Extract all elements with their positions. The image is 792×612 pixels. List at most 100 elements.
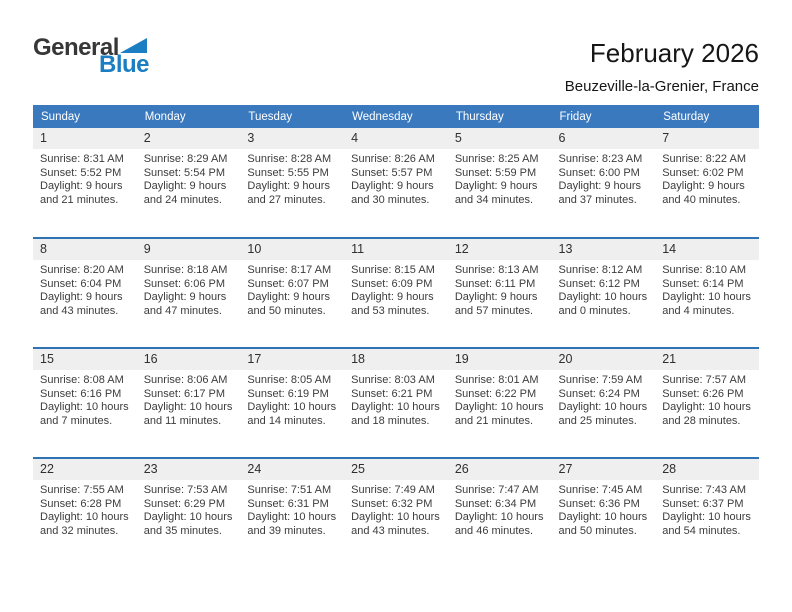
sunset-text: Sunset: 6:02 PM [662,166,744,179]
sunset-text: Sunset: 6:37 PM [662,497,744,510]
sunrise-text: Sunrise: 7:49 AM [351,484,435,496]
daylight-text: Daylight: 10 hours and 35 minutes. [143,511,233,537]
daylight-text: Daylight: 10 hours and 18 minutes. [351,401,440,427]
daylight-text: Daylight: 9 hours and 21 minutes. [40,180,123,206]
day-details: Sunrise: 8:06 AM Sunset: 6:17 PM Daylight:… [137,370,241,428]
daylight-text: Daylight: 9 hours and 27 minutes. [247,180,330,206]
day-cell: 27 Sunrise: 7:45 AM Sunset: 6:36 PM Dayligh… [551,457,656,568]
day-details: Sunrise: 8:26 AM Sunset: 5:57 PM Daylight:… [344,149,448,207]
day-cell: 17 Sunrise: 8:05 AM Sunset: 6:19 PM Dayligh… [240,347,345,458]
day-details: Sunrise: 8:23 AM Sunset: 6:00 PM Daylight:… [552,149,656,207]
sunset-text: Sunset: 6:12 PM [558,277,640,290]
day-cell: 11 Sunrise: 8:15 AM Sunset: 6:09 PM Dayligh… [344,237,448,348]
daylight-text: Daylight: 10 hours and 54 minutes. [662,511,751,537]
day-cell: 19 Sunrise: 8:01 AM Sunset: 6:22 PM Dayligh… [447,347,552,458]
day-details: Sunrise: 8:25 AM Sunset: 5:59 PM Daylight:… [448,149,552,207]
weekday-header-5: Friday [551,105,656,128]
day-number: 27 [551,459,656,480]
day-cell: 24 Sunrise: 7:51 AM Sunset: 6:31 PM Dayligh… [240,457,345,568]
day-cell: 1 Sunrise: 8:31 AM Sunset: 5:52 PM Daylight… [33,128,137,238]
sunrise-text: Sunrise: 8:31 AM [40,153,124,165]
day-cell: 14 Sunrise: 8:10 AM Sunset: 6:14 PM Dayligh… [655,237,759,348]
day-number: 12 [447,239,552,260]
sunset-text: Sunset: 6:34 PM [454,497,537,510]
day-details: Sunrise: 8:15 AM Sunset: 6:09 PM Daylight:… [344,260,448,318]
weekday-header-1: Monday [136,105,241,128]
day-cell: 4 Sunrise: 8:26 AM Sunset: 5:57 PM Daylight… [344,128,448,238]
weekday-header-6: Saturday [655,105,759,128]
weekday-header-2: Tuesday [240,105,345,128]
day-number: 23 [136,459,241,480]
day-number: 20 [551,349,656,370]
day-details: Sunrise: 8:22 AM Sunset: 6:02 PM Daylight:… [655,149,759,207]
sunset-text: Sunset: 6:26 PM [662,387,744,400]
daylight-text: Daylight: 10 hours and 39 minutes. [247,511,337,537]
day-number: 10 [240,239,345,260]
daylight-text: Daylight: 9 hours and 47 minutes. [143,291,227,317]
day-number: 24 [240,459,345,480]
day-details: Sunrise: 7:43 AM Sunset: 6:37 PM Daylight:… [655,480,759,538]
daylight-text: Daylight: 9 hours and 34 minutes. [454,180,538,206]
sunrise-text: Sunrise: 8:28 AM [247,153,332,165]
day-cell: 21 Sunrise: 7:57 AM Sunset: 6:26 PM Dayligh… [655,347,759,458]
daylight-text: Daylight: 9 hours and 57 minutes. [454,291,538,317]
daylight-text: Daylight: 10 hours and 32 minutes. [40,511,129,537]
sunset-text: Sunset: 6:00 PM [558,166,640,179]
day-details: Sunrise: 8:12 AM Sunset: 6:12 PM Daylight:… [552,260,656,318]
daylight-text: Daylight: 10 hours and 50 minutes. [558,511,648,537]
sunrise-text: Sunrise: 8:08 AM [40,374,124,386]
sunrise-text: Sunrise: 8:15 AM [351,264,435,276]
calendar-table: Sunday Monday Tuesday Wednesday Thursday Frid… [33,105,759,568]
day-number: 25 [344,459,448,480]
day-details: Sunrise: 8:17 AM Sunset: 6:07 PM Daylight:… [240,260,344,318]
sunrise-text: Sunrise: 8:13 AM [454,264,539,276]
sunrise-text: Sunrise: 7:47 AM [454,484,539,496]
calendar-page: General Blue February 2026 Beuzeville-la… [33,36,759,568]
day-cell: 16 Sunrise: 8:06 AM Sunset: 6:17 PM Dayligh… [136,347,241,458]
sunset-text: Sunset: 6:09 PM [351,277,433,290]
general-blue-logo: General Blue [33,36,163,77]
week-row-2: 15 Sunrise: 8:08 AM Sunset: 6:16 PM Dayligh… [33,347,759,458]
day-details: Sunrise: 8:05 AM Sunset: 6:19 PM Daylight:… [240,370,344,428]
weekday-header-4: Thursday [447,105,552,128]
logo-text-general: General [33,34,119,61]
daylight-text: Daylight: 10 hours and 7 minutes. [40,401,129,427]
title-block: February 2026 Beuzeville-la-Grenier, Fra… [565,36,759,95]
sunset-text: Sunset: 6:28 PM [40,497,122,510]
sunset-text: Sunset: 6:31 PM [247,497,329,510]
sunrise-text: Sunrise: 7:57 AM [662,374,746,386]
daylight-text: Daylight: 10 hours and 21 minutes. [454,401,544,427]
day-number: 17 [240,349,345,370]
day-details: Sunrise: 7:53 AM Sunset: 6:29 PM Daylight:… [137,480,241,538]
day-details: Sunrise: 8:13 AM Sunset: 6:11 PM Daylight:… [448,260,552,318]
day-details: Sunrise: 7:59 AM Sunset: 6:24 PM Daylight:… [552,370,656,428]
sunset-text: Sunset: 6:17 PM [143,387,226,400]
daylight-text: Daylight: 9 hours and 30 minutes. [351,180,434,206]
day-details: Sunrise: 7:55 AM Sunset: 6:28 PM Daylight:… [33,480,137,538]
day-cell: 3 Sunrise: 8:28 AM Sunset: 5:55 PM Daylight… [240,128,345,238]
day-details: Sunrise: 8:03 AM Sunset: 6:21 PM Daylight:… [344,370,448,428]
daylight-text: Daylight: 9 hours and 50 minutes. [247,291,330,317]
daylight-text: Daylight: 9 hours and 53 minutes. [351,291,434,317]
day-cell: 28 Sunrise: 7:43 AM Sunset: 6:37 PM Dayligh… [655,457,759,568]
location-subtitle: Beuzeville-la-Grenier, France [564,78,759,95]
sunrise-text: Sunrise: 7:59 AM [558,374,643,386]
day-cell: 5 Sunrise: 8:25 AM Sunset: 5:59 PM Daylight… [447,128,552,238]
week-row-1: 8 Sunrise: 8:20 AM Sunset: 6:04 PM Daylight… [33,237,759,348]
sunset-text: Sunset: 6:07 PM [247,277,329,290]
sunset-text: Sunset: 6:16 PM [40,387,122,400]
sunset-text: Sunset: 6:32 PM [351,497,433,510]
sunset-text: Sunset: 6:36 PM [558,497,640,510]
day-number: 28 [655,459,759,480]
day-details: Sunrise: 7:57 AM Sunset: 6:26 PM Daylight:… [655,370,759,428]
sunset-text: Sunset: 6:29 PM [143,497,226,510]
daylight-text: Daylight: 9 hours and 24 minutes. [143,180,227,206]
daylight-text: Daylight: 9 hours and 37 minutes. [558,180,642,206]
sunrise-text: Sunrise: 7:55 AM [40,484,124,496]
day-cell: 22 Sunrise: 7:55 AM Sunset: 6:28 PM Dayligh… [33,457,137,568]
day-cell: 10 Sunrise: 8:17 AM Sunset: 6:07 PM Dayligh… [240,237,345,348]
sunset-text: Sunset: 5:52 PM [40,166,122,179]
day-cell: 20 Sunrise: 7:59 AM Sunset: 6:24 PM Dayligh… [551,347,656,458]
sunrise-text: Sunrise: 8:25 AM [454,153,539,165]
day-details: Sunrise: 7:47 AM Sunset: 6:34 PM Daylight:… [448,480,552,538]
